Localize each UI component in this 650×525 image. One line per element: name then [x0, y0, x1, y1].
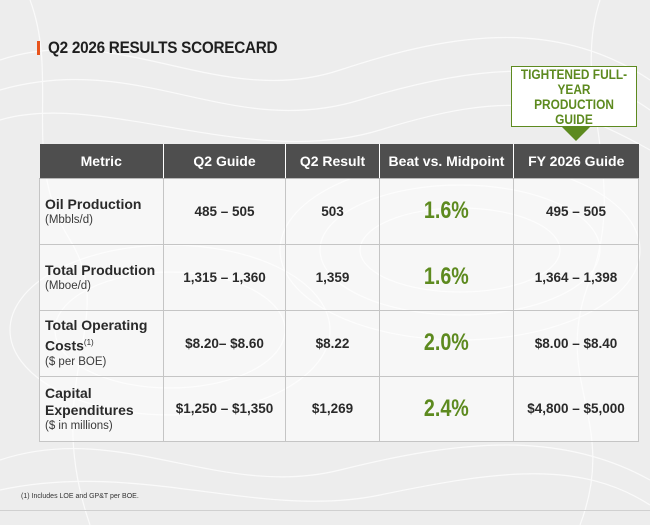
- metric-unit: ($ per BOE): [45, 355, 107, 368]
- q2-result-cell: $1,269: [285, 375, 380, 442]
- metric-cell: Total Production (Mboe/d): [39, 243, 164, 311]
- beat-value: 1.6%: [424, 197, 469, 224]
- beat-value: 2.0%: [424, 329, 469, 356]
- metric-name: Oil Production: [45, 195, 142, 212]
- beat-value: 2.4%: [424, 394, 469, 422]
- metric-cell: Total Operating Costs(1) ($ per BOE): [39, 309, 164, 377]
- header-metric: Metric: [39, 144, 164, 179]
- fy-guide-cell: $8.00 – $8.40: [513, 309, 639, 377]
- beat-value: 1.6%: [424, 263, 469, 290]
- table-row: Total Operating Costs(1) ($ per BOE) $8.…: [39, 309, 639, 377]
- footnote: (1) Includes LOE and GP&T per BOE.: [21, 493, 139, 500]
- callout-arrow-icon: [562, 127, 590, 141]
- beat-cell: 1.6%: [379, 177, 514, 245]
- q2-guide-cell: $8.20– $8.60: [163, 309, 286, 377]
- scorecard-table: Metric Q2 Guide Q2 Result Beat vs. Midpo…: [39, 144, 639, 442]
- metric-unit: (Mboe/d): [45, 279, 92, 292]
- page-title: Q2 2026 RESULTS SCORECARD: [48, 38, 278, 57]
- title-accent-bar: [37, 41, 40, 55]
- guide-callout: TIGHTENED FULL- YEAR PRODUCTION GUIDE: [511, 66, 637, 127]
- beat-cell: 2.4%: [379, 375, 514, 442]
- q2-guide-cell: $1,250 – $1,350: [163, 375, 286, 442]
- q2-guide-cell: 1,315 – 1,360: [163, 243, 286, 311]
- metric-cell: Capital Expenditures ($ in millions): [39, 375, 164, 442]
- table-header-row: Metric Q2 Guide Q2 Result Beat vs. Midpo…: [39, 144, 639, 179]
- table-row: Oil Production (Mbbls/d) 485 – 505 503 1…: [39, 177, 639, 245]
- fy-guide-cell: 495 – 505: [513, 177, 639, 245]
- metric-name: Total Production: [45, 261, 156, 278]
- fy-guide-cell: $4,800 – $5,000: [513, 375, 639, 442]
- metric-name-text: Total Operating Costs: [45, 317, 148, 354]
- q2-result-cell: 503: [285, 177, 380, 245]
- metric-cell: Oil Production (Mbbls/d): [39, 177, 164, 245]
- beat-cell: 2.0%: [379, 309, 514, 377]
- table-row: Capital Expenditures ($ in millions) $1,…: [39, 375, 639, 442]
- beat-cell: 1.6%: [379, 243, 514, 311]
- table-row: Total Production (Mboe/d) 1,315 – 1,360 …: [39, 243, 639, 311]
- metric-name: Capital Expenditures: [45, 384, 134, 418]
- callout-text: TIGHTENED FULL- YEAR PRODUCTION GUIDE: [520, 66, 628, 127]
- metric-unit: (Mbbls/d): [45, 213, 93, 226]
- fy-guide-cell: 1,364 – 1,398: [513, 243, 639, 311]
- header-q2-guide: Q2 Guide: [163, 144, 286, 179]
- q2-guide-cell: 485 – 505: [163, 177, 286, 245]
- metric-unit: ($ in millions): [45, 419, 113, 432]
- footnote-marker: (1): [83, 338, 94, 348]
- q2-result-cell: $8.22: [285, 309, 380, 377]
- header-q2-result: Q2 Result: [285, 144, 380, 179]
- footer-divider: [0, 510, 650, 511]
- metric-name: Total Operating Costs(1): [45, 317, 163, 355]
- header-fy-guide: FY 2026 Guide: [513, 144, 639, 179]
- header-beat: Beat vs. Midpoint: [379, 144, 514, 179]
- q2-result-cell: 1,359: [285, 243, 380, 311]
